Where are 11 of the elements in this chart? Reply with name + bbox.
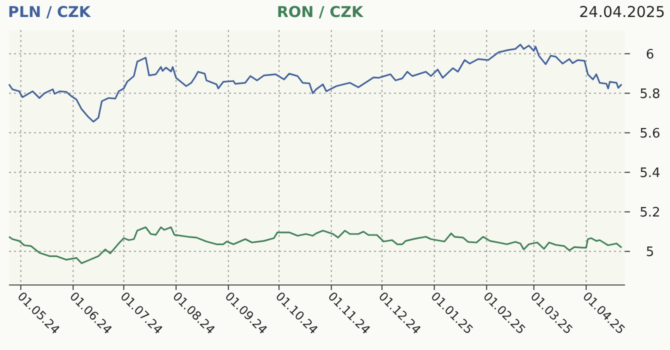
line-series (8, 226, 622, 264)
text: PLN / CZK (8, 3, 92, 21)
y-tick-label: 6 (646, 47, 654, 62)
y-tick-label: 5.4 (640, 166, 660, 181)
y-tick-label: 5.8 (640, 86, 660, 102)
text: 24.04.2025 (579, 3, 665, 21)
y-tick-label: 5 (646, 244, 654, 260)
y-tick-label: 5.6 (640, 126, 660, 142)
line-series (8, 44, 622, 123)
text: RON / CZK (276, 3, 365, 21)
y-tick-label: 5.2 (640, 205, 660, 220)
